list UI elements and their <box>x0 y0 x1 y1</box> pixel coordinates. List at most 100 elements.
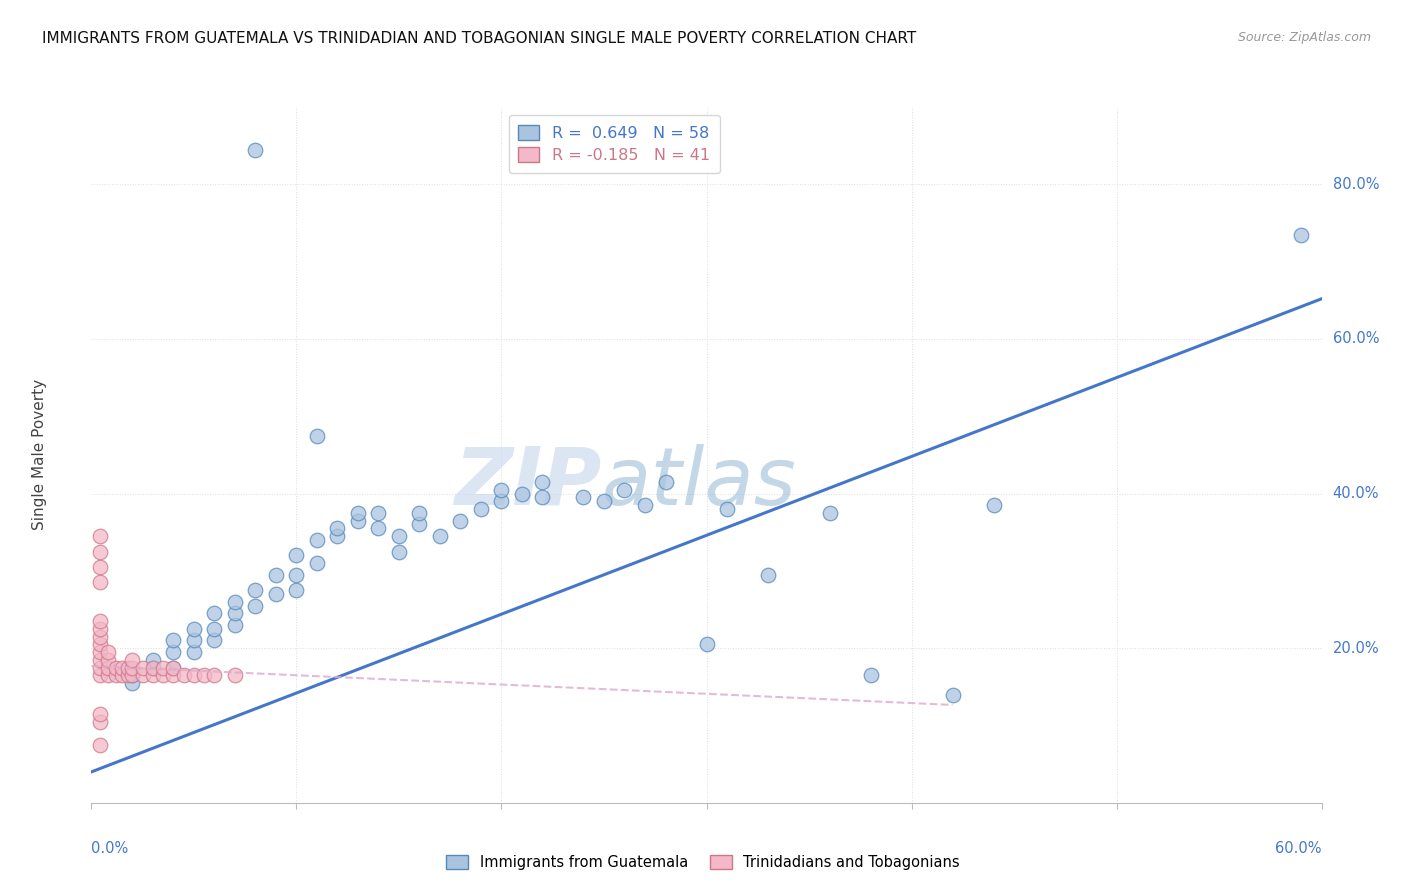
Point <box>202 668 225 682</box>
Point <box>449 514 471 528</box>
Point <box>491 494 513 508</box>
Point <box>111 660 134 674</box>
Point <box>152 660 174 674</box>
Point <box>593 494 616 508</box>
Point <box>97 645 120 659</box>
Point <box>89 660 111 674</box>
Text: 20.0%: 20.0% <box>1333 640 1379 656</box>
Point <box>173 668 195 682</box>
Point <box>142 660 165 674</box>
Point <box>245 583 267 598</box>
Point <box>121 653 143 667</box>
Point <box>818 506 841 520</box>
Point <box>183 633 205 648</box>
Point <box>162 660 184 674</box>
Point <box>202 607 225 621</box>
Point <box>162 668 184 682</box>
Point <box>111 668 134 682</box>
Point <box>89 630 111 644</box>
Text: 60.0%: 60.0% <box>1275 841 1322 856</box>
Point <box>162 645 184 659</box>
Point <box>983 498 1005 512</box>
Point <box>531 475 554 489</box>
Point <box>408 506 430 520</box>
Point <box>388 544 411 558</box>
Point <box>97 668 120 682</box>
Point <box>408 517 430 532</box>
Point <box>859 668 882 682</box>
Point <box>326 521 349 535</box>
Point <box>193 668 215 682</box>
Point <box>117 668 139 682</box>
Text: Single Male Poverty: Single Male Poverty <box>32 379 48 531</box>
Point <box>89 560 111 574</box>
Point <box>613 483 636 497</box>
Point <box>162 660 184 674</box>
Point <box>162 633 184 648</box>
Point <box>491 483 513 497</box>
Point <box>89 714 111 729</box>
Point <box>131 668 153 682</box>
Point <box>285 567 308 582</box>
Point <box>89 575 111 590</box>
Point <box>89 529 111 543</box>
Point <box>347 514 370 528</box>
Point <box>695 637 717 651</box>
Point <box>429 529 451 543</box>
Point <box>131 660 153 674</box>
Point <box>142 660 165 674</box>
Point <box>183 622 205 636</box>
Text: 0.0%: 0.0% <box>91 841 128 856</box>
Point <box>654 475 676 489</box>
Text: atlas: atlas <box>602 443 797 522</box>
Text: ZIP: ZIP <box>454 443 602 522</box>
Point <box>470 502 492 516</box>
Point <box>224 618 246 632</box>
Point <box>97 653 120 667</box>
Point <box>716 502 738 516</box>
Point <box>634 498 657 512</box>
Point <box>89 544 111 558</box>
Legend: Immigrants from Guatemala, Trinidadians and Tobagonians: Immigrants from Guatemala, Trinidadians … <box>440 849 966 876</box>
Point <box>285 583 308 598</box>
Point <box>224 607 246 621</box>
Point <box>572 491 595 505</box>
Legend: R =  0.649   N = 58, R = -0.185   N = 41: R = 0.649 N = 58, R = -0.185 N = 41 <box>509 115 720 173</box>
Point <box>305 556 328 570</box>
Point <box>121 676 143 690</box>
Point <box>142 653 165 667</box>
Point <box>326 529 349 543</box>
Point <box>941 688 963 702</box>
Point <box>264 587 287 601</box>
Point <box>89 614 111 628</box>
Point <box>117 660 139 674</box>
Point <box>97 660 120 674</box>
Point <box>202 622 225 636</box>
Point <box>367 521 389 535</box>
Point <box>89 622 111 636</box>
Point <box>89 668 111 682</box>
Point <box>121 660 143 674</box>
Point <box>224 595 246 609</box>
Point <box>756 567 779 582</box>
Point <box>1289 227 1312 242</box>
Point <box>347 506 370 520</box>
Point <box>89 645 111 659</box>
Point <box>121 668 143 682</box>
Point <box>183 645 205 659</box>
Point <box>183 668 205 682</box>
Point <box>152 668 174 682</box>
Point <box>388 529 411 543</box>
Text: 60.0%: 60.0% <box>1333 332 1379 346</box>
Point <box>510 486 533 500</box>
Point <box>89 706 111 721</box>
Point <box>285 549 308 563</box>
Point <box>89 738 111 752</box>
Point <box>121 668 143 682</box>
Point <box>245 143 267 157</box>
Text: 80.0%: 80.0% <box>1333 177 1379 192</box>
Point <box>367 506 389 520</box>
Point <box>531 491 554 505</box>
Text: Source: ZipAtlas.com: Source: ZipAtlas.com <box>1237 31 1371 45</box>
Point <box>305 533 328 547</box>
